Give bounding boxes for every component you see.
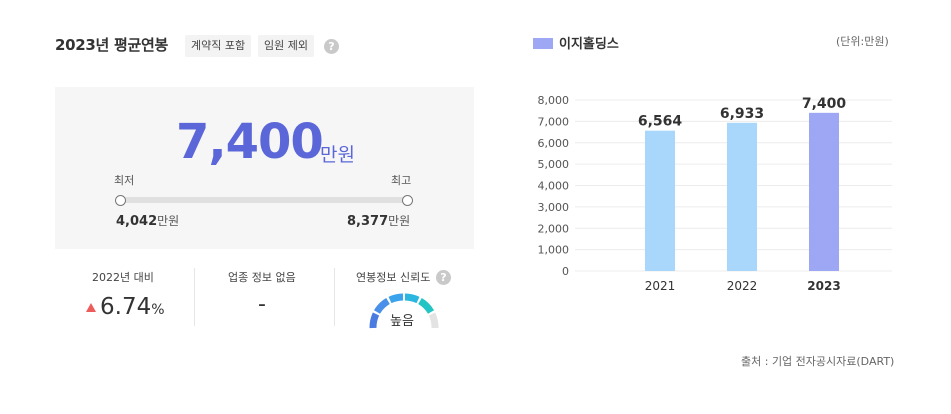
max-salary: 8,377만원 xyxy=(347,212,410,229)
page-title: 2023년 평균연봉 xyxy=(55,36,168,54)
average-salary-unit: 만원 xyxy=(320,144,355,166)
x-tick-label: 2021 xyxy=(645,279,676,293)
salary-range-bar xyxy=(120,197,408,203)
legend-swatch xyxy=(533,38,553,49)
average-salary-value: 7,400 xyxy=(176,114,324,170)
unit-note: (단위:만원) xyxy=(836,35,889,48)
range-min-knob xyxy=(115,195,126,206)
gauge-segment xyxy=(404,293,420,304)
source-note: 출처 : 기업 전자공시자료(DART) xyxy=(741,355,895,368)
max-label: 최고 xyxy=(391,174,412,187)
max-salary-value: 8,377 xyxy=(347,214,389,229)
stat-divider xyxy=(334,268,335,326)
min-salary-unit: 만원 xyxy=(157,214,180,228)
yoy-change-value: 6.74 xyxy=(100,294,152,320)
reliability-gauge xyxy=(369,293,439,329)
max-salary-unit: 만원 xyxy=(388,214,411,228)
salary-bar-chart: 0 1,000 2,000 3,000 4,000 5,000 6,000 7,000 8,00… xyxy=(538,94,892,293)
legend-label: 이지홀딩스 xyxy=(559,37,619,52)
bar-2023 xyxy=(809,112,839,271)
range-max-knob xyxy=(402,195,413,206)
reliability-label: 연봉정보 신뢰도 xyxy=(356,271,431,284)
gauge-segment-empty xyxy=(428,312,439,329)
min-salary: 4,042만원 xyxy=(116,212,179,229)
reliability-value: 높음 xyxy=(390,314,414,329)
data-label-2023: 7,400 xyxy=(802,96,847,112)
yoy-change-label: 2022년 대비 xyxy=(92,271,154,284)
min-salary-value: 4,042 xyxy=(116,214,158,229)
x-tick-label: 2022 xyxy=(727,279,758,293)
question-icon[interactable]: ? xyxy=(324,39,339,54)
yoy-change-unit: % xyxy=(151,302,165,318)
salary-summary-panel xyxy=(55,87,474,249)
bar-2021 xyxy=(645,130,675,271)
industry-value: - xyxy=(258,292,266,317)
yoy-change: 6.74% xyxy=(86,294,165,320)
y-tick-label: 8,000 xyxy=(538,94,570,107)
y-tick-label: 6,000 xyxy=(538,137,570,150)
industry-label: 업종 정보 없음 xyxy=(228,271,296,284)
y-tick-label: 5,000 xyxy=(538,158,570,171)
gauge-segment xyxy=(369,312,380,329)
x-tick-label: 2023 xyxy=(807,279,840,293)
bar-2022 xyxy=(727,122,757,271)
tag-contract-included: 계약직 포함 xyxy=(185,35,252,57)
y-tick-label: 7,000 xyxy=(538,115,570,128)
y-tick-label: 4,000 xyxy=(538,180,570,193)
y-tick-label: 1,000 xyxy=(538,244,570,257)
stat-divider xyxy=(194,268,195,326)
gauge-segment xyxy=(388,293,404,304)
y-tick-label: 2,000 xyxy=(538,222,570,235)
y-tick-label: 0 xyxy=(562,265,569,278)
min-label: 최저 xyxy=(114,174,135,187)
gauge-segment xyxy=(373,297,390,314)
data-label-2022: 6,933 xyxy=(720,106,764,122)
data-label-2021: 6,564 xyxy=(638,114,683,130)
up-arrow-icon xyxy=(86,303,96,312)
tag-executives-excluded: 임원 제외 xyxy=(258,35,314,57)
y-tick-label: 3,000 xyxy=(538,201,570,214)
question-icon[interactable]: ? xyxy=(436,270,451,285)
gauge-segment xyxy=(418,297,435,314)
